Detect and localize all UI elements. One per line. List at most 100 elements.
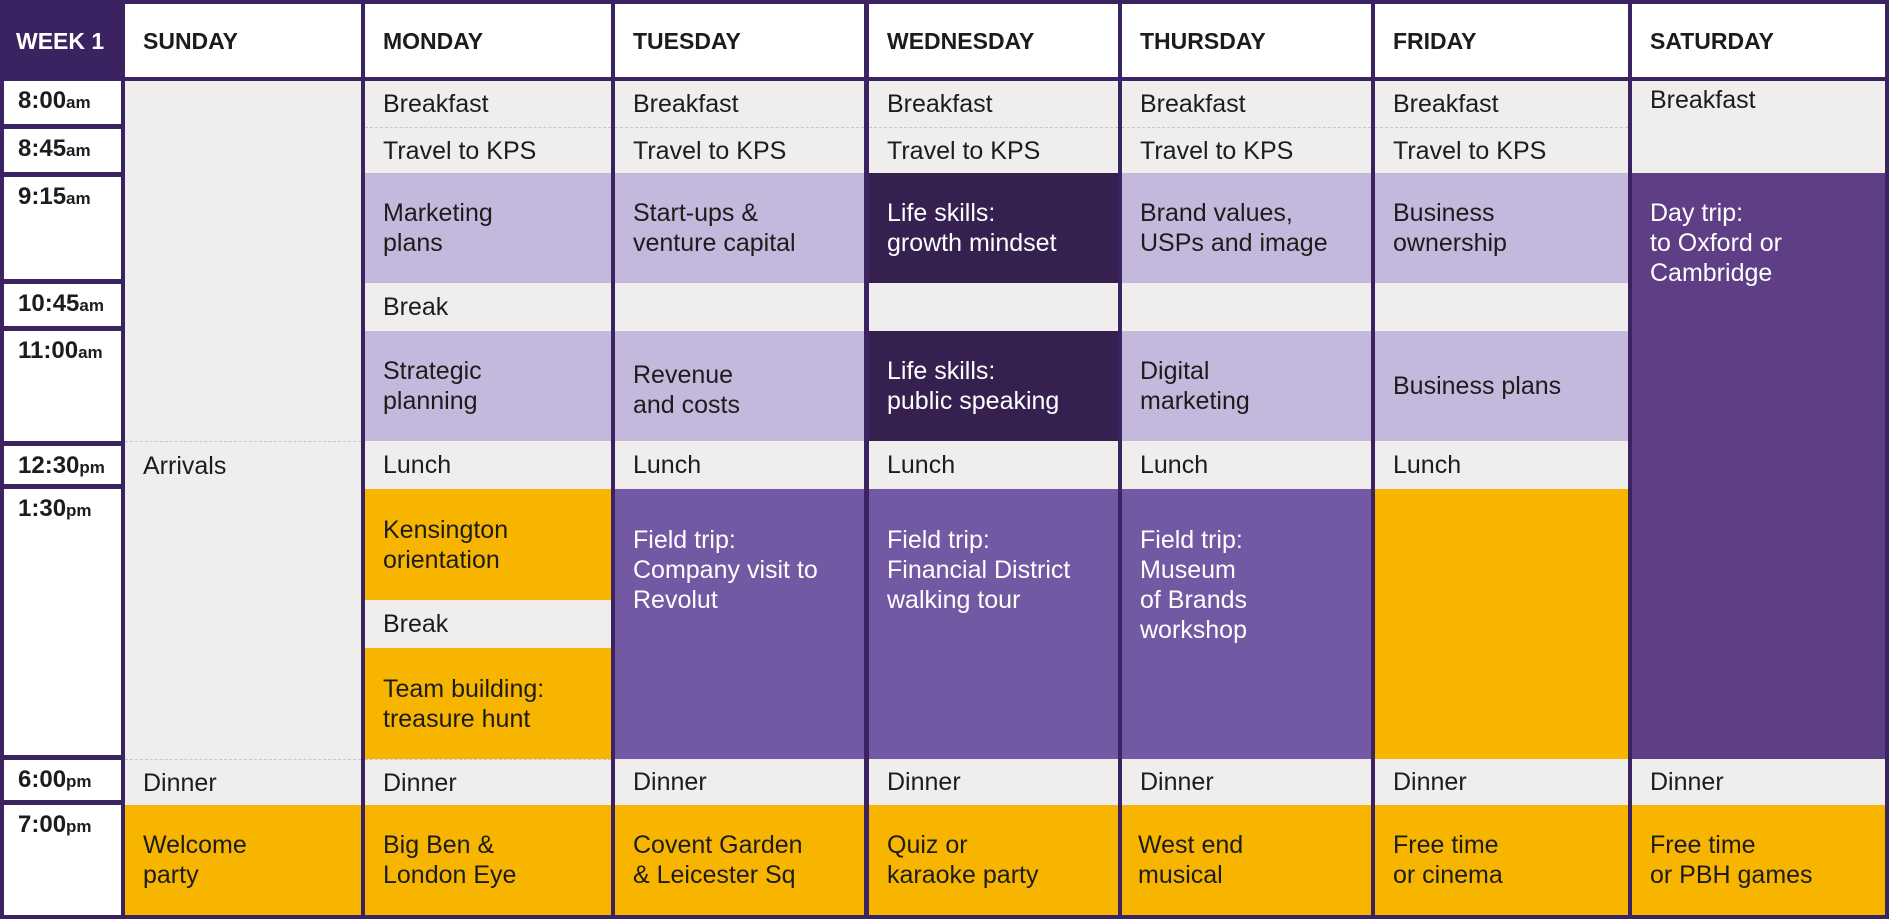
wednesday-session-2-text: Life skills: public speaking xyxy=(887,357,1060,415)
header-tuesday: TUESDAY xyxy=(615,4,864,77)
time-ampm: pm xyxy=(79,458,105,477)
thursday-dinner: Dinner xyxy=(1122,759,1371,805)
header-friday-text: FRIDAY xyxy=(1393,27,1477,54)
tuesday-session-2: Revenue and costs xyxy=(615,331,864,441)
header-friday: FRIDAY xyxy=(1375,4,1628,77)
monday-breakfast-text: Breakfast xyxy=(383,90,489,118)
header-monday: MONDAY xyxy=(365,4,611,77)
friday-session-1-text: Business ownership xyxy=(1393,199,1507,257)
header-thursday-text: THURSDAY xyxy=(1140,27,1266,54)
wednesday-session-1: Life skills: growth mindset xyxy=(869,173,1118,283)
time-ampm: pm xyxy=(66,772,92,791)
tuesday-breakfast-text: Breakfast xyxy=(633,90,739,118)
friday-travel-text: Travel to KPS xyxy=(1393,136,1547,165)
friday-travel: Travel to KPS xyxy=(1375,127,1628,173)
time-hm: 1:30 xyxy=(18,495,67,522)
monday-afternoon-1-text: Kensington orientation xyxy=(383,515,509,574)
header-wednesday-text: WEDNESDAY xyxy=(887,27,1035,54)
time-slot: 11:00am xyxy=(4,331,121,441)
time-hm: 7:00 xyxy=(18,811,67,838)
thursday-session-1: Brand values, USPs and image xyxy=(1122,173,1371,283)
thursday-travel-text: Travel to KPS xyxy=(1140,136,1294,165)
tuesday-session-1-text: Start-ups & venture capital xyxy=(633,199,796,257)
tuesday-session-1: Start-ups & venture capital xyxy=(615,173,864,283)
friday-afternoon-free xyxy=(1375,489,1628,759)
friday-break xyxy=(1375,283,1628,331)
friday-dinner-text: Dinner xyxy=(1393,768,1467,796)
tuesday-evening: Covent Garden & Leicester Sq xyxy=(615,805,864,915)
monday-break-2-text: Break xyxy=(383,610,449,638)
thursday-lunch-text: Lunch xyxy=(1140,451,1209,479)
thursday-session-2: Digital marketing xyxy=(1122,331,1371,441)
thursday-field-trip: Field trip: Museum of Brands workshop xyxy=(1122,489,1371,759)
friday-breakfast-text: Breakfast xyxy=(1393,90,1499,118)
tuesday-field-trip: Field trip: Company visit to Revolut xyxy=(615,489,864,759)
header-monday-text: MONDAY xyxy=(383,27,484,54)
monday-lunch-text: Lunch xyxy=(383,451,452,479)
saturday-day-trip: Day trip: to Oxford or Cambridge xyxy=(1632,173,1885,759)
thursday-evening-text: West end musical xyxy=(1138,831,1244,889)
monday-dinner: Dinner xyxy=(365,759,611,805)
sunday-empty-morning xyxy=(125,81,361,441)
monday-breakfast: Breakfast xyxy=(365,81,611,127)
monday-evening: Big Ben & London Eye xyxy=(365,805,611,915)
friday-lunch-text: Lunch xyxy=(1393,451,1462,479)
wednesday-field-trip: Field trip: Financial District walking t… xyxy=(869,489,1118,759)
wednesday-session-1-text: Life skills: growth mindset xyxy=(887,199,1057,257)
tuesday-breakfast: Breakfast xyxy=(615,81,864,127)
week-label-text: WEEK 1 xyxy=(16,27,105,54)
tuesday-dinner-text: Dinner xyxy=(633,768,707,796)
thursday-breakfast-text: Breakfast xyxy=(1140,90,1246,118)
wednesday-lunch-text: Lunch xyxy=(887,451,956,479)
tuesday-break xyxy=(615,283,864,331)
monday-travel-text: Travel to KPS xyxy=(383,136,537,165)
saturday-dinner-text: Dinner xyxy=(1650,768,1724,796)
wednesday-evening-text: Quiz or karaoke party xyxy=(887,831,1039,889)
week-label: WEEK 1 xyxy=(0,4,121,77)
friday-evening-text: Free time or cinema xyxy=(1393,831,1503,889)
monday-session-1-text: Marketing plans xyxy=(383,199,493,257)
tuesday-lunch: Lunch xyxy=(615,441,864,489)
tuesday-travel: Travel to KPS xyxy=(615,127,864,173)
thursday-breakfast: Breakfast xyxy=(1122,81,1371,127)
monday-afternoon-2-text: Team building: treasure hunt xyxy=(383,674,545,733)
monday-dinner-text: Dinner xyxy=(383,768,457,797)
wednesday-travel: Travel to KPS xyxy=(869,127,1118,173)
sunday-evening-text: Welcome party xyxy=(143,831,247,889)
monday-break-2: Break xyxy=(365,600,611,648)
header-thursday: THURSDAY xyxy=(1122,4,1371,77)
thursday-session-1-text: Brand values, USPs and image xyxy=(1140,199,1328,257)
monday-afternoon-1: Kensington orientation xyxy=(365,489,611,600)
wednesday-lunch: Lunch xyxy=(869,441,1118,489)
friday-lunch: Lunch xyxy=(1375,441,1628,489)
header-sunday-text: SUNDAY xyxy=(143,27,239,54)
time-slot: 10:45am xyxy=(4,284,121,326)
sunday-arrivals: Arrivals xyxy=(125,441,361,759)
monday-travel: Travel to KPS xyxy=(365,127,611,173)
time-slot: 12:30pm xyxy=(4,446,121,484)
time-ampm: am xyxy=(79,296,104,315)
monday-session-2: Strategic planning xyxy=(365,331,611,441)
sunday-evening: Welcome party xyxy=(125,805,361,915)
time-hm: 11:00 xyxy=(18,337,79,364)
time-slot: 8:00am xyxy=(4,81,121,124)
time-hm: 8:00 xyxy=(18,87,67,114)
sunday-dinner: Dinner xyxy=(125,759,361,805)
sunday-dinner-text: Dinner xyxy=(143,768,217,797)
tuesday-travel-text: Travel to KPS xyxy=(633,136,787,165)
friday-session-1: Business ownership xyxy=(1375,173,1628,283)
tuesday-evening-text: Covent Garden & Leicester Sq xyxy=(633,831,803,889)
friday-dinner: Dinner xyxy=(1375,759,1628,805)
wednesday-field-trip-text: Field trip: Financial District walking t… xyxy=(887,526,1071,614)
time-hm: 8:45 xyxy=(18,135,67,162)
time-hm: 6:00 xyxy=(18,766,67,793)
saturday-dinner: Dinner xyxy=(1632,759,1885,805)
time-ampm: pm xyxy=(66,501,92,520)
monday-afternoon-2: Team building: treasure hunt xyxy=(365,648,611,759)
saturday-day-trip-text: Day trip: to Oxford or Cambridge xyxy=(1650,199,1782,287)
friday-session-2: Business plans xyxy=(1375,331,1628,441)
monday-break-1-text: Break xyxy=(383,293,449,321)
time-slot: 8:45am xyxy=(4,129,121,172)
thursday-field-trip-text: Field trip: Museum of Brands workshop xyxy=(1140,526,1248,644)
